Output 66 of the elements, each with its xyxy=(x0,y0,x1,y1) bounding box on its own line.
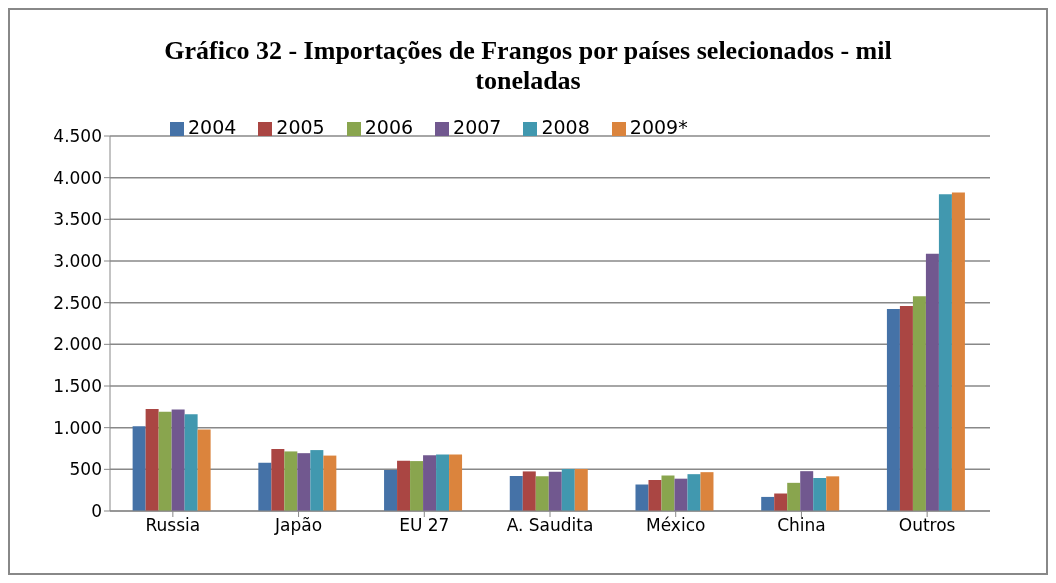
bar xyxy=(787,482,801,511)
bar xyxy=(436,454,450,511)
bar xyxy=(197,429,211,511)
bar xyxy=(938,194,952,511)
y-tick-label: 2.000 xyxy=(53,334,102,355)
bar xyxy=(384,470,398,511)
bar xyxy=(800,471,814,511)
x-tick-label: Outros xyxy=(898,515,956,536)
y-tick-label: 1.000 xyxy=(53,417,102,438)
legend-label: 2004 xyxy=(188,116,237,138)
bar xyxy=(258,462,272,511)
legend-label: 2007 xyxy=(453,116,502,138)
bar xyxy=(912,296,926,511)
x-tick-label: China xyxy=(777,515,826,536)
bar xyxy=(886,309,900,511)
y-tick-label: 3.500 xyxy=(53,209,102,230)
bar xyxy=(410,461,424,511)
bar xyxy=(449,454,463,511)
bar xyxy=(158,411,172,511)
y-tick-label: 4.000 xyxy=(53,167,102,188)
x-tick-label: EU 27 xyxy=(399,515,450,536)
x-tick-label: Japão xyxy=(274,515,323,536)
y-tick-label: 0 xyxy=(91,501,102,522)
bar xyxy=(687,474,701,511)
bar xyxy=(648,480,662,511)
x-tick-label: Russia xyxy=(145,515,201,536)
legend-label: 2005 xyxy=(276,116,325,138)
bar xyxy=(561,469,575,511)
bar xyxy=(951,192,965,511)
bar xyxy=(826,476,840,511)
y-tick-label: 4.500 xyxy=(53,126,102,147)
bar xyxy=(423,455,437,511)
bar xyxy=(635,484,649,511)
legend-label: 2008 xyxy=(541,116,590,138)
bar xyxy=(674,478,688,511)
bar xyxy=(184,414,198,511)
bar xyxy=(574,469,588,511)
bar xyxy=(522,471,536,511)
bar xyxy=(761,496,775,511)
bar xyxy=(171,409,185,511)
bar xyxy=(145,409,159,511)
y-tick-label: 1.500 xyxy=(53,376,102,397)
bar xyxy=(899,305,913,511)
legend-label: 2006 xyxy=(364,116,414,138)
bar xyxy=(297,453,311,511)
bar xyxy=(813,478,827,511)
bar xyxy=(661,475,675,511)
bar xyxy=(310,450,324,511)
x-tick-label: A. Saudita xyxy=(506,515,594,536)
bar xyxy=(774,493,788,511)
legend-label: 2009* xyxy=(629,116,688,138)
y-tick-label: 2.500 xyxy=(53,292,102,313)
bar xyxy=(548,471,562,511)
y-tick-label: 3.000 xyxy=(53,251,102,272)
bar xyxy=(397,460,411,511)
bar xyxy=(700,472,714,511)
bar xyxy=(509,475,523,511)
x-tick-label: México xyxy=(646,515,706,536)
bar xyxy=(271,449,285,511)
bar xyxy=(132,426,146,511)
bar xyxy=(284,451,298,511)
bar xyxy=(535,476,549,511)
bar xyxy=(925,253,939,511)
bar xyxy=(323,455,337,511)
y-tick-label: 500 xyxy=(69,459,102,480)
chart-title: Gráfico 32 - Importações de Frangos por países selecionados - mil toneladas xyxy=(163,35,893,96)
